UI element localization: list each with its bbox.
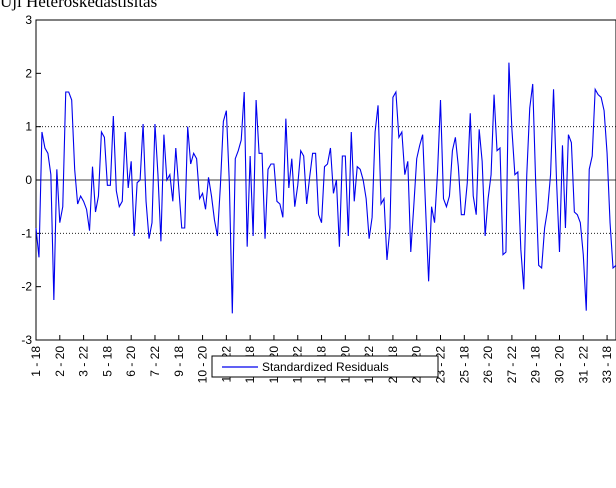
legend-label: Standardized Residuals [262,360,389,374]
y-tick-label: 0 [25,173,32,187]
chart-title: Uji Heteroskedastisitas [0,0,157,11]
y-tick-label: -1 [21,226,32,240]
y-tick-label: -2 [21,280,32,294]
x-tick-label: 26 - 20 [481,346,495,384]
legend-box [211,355,439,378]
x-tick-label: 9 - 18 [172,346,186,377]
y-tick-label: 3 [25,13,32,27]
y-tick-label: 1 [25,120,32,134]
x-tick-label: 5 - 18 [100,346,114,377]
series-line [35,62,616,314]
x-tick-label: 25 - 18 [457,346,471,384]
x-tick-label: 30 - 20 [552,346,566,384]
x-tick-label: 31 - 22 [576,346,590,384]
x-tick-label: 3 - 22 [77,346,91,377]
y-tick-label: -3 [21,333,32,347]
x-tick-label: 7 - 22 [148,346,162,377]
x-tick-label: 1 - 18 [29,346,43,377]
x-tick-label: 27 - 22 [505,346,519,384]
x-tick-label: 33 - 18 [600,346,614,384]
x-tick-label: 2 - 20 [53,346,67,377]
y-tick-label: 2 [25,66,32,80]
x-tick-label: 10 - 20 [196,346,210,384]
x-tick-label: 29 - 18 [529,346,543,384]
x-tick-label: 6 - 20 [124,346,138,377]
